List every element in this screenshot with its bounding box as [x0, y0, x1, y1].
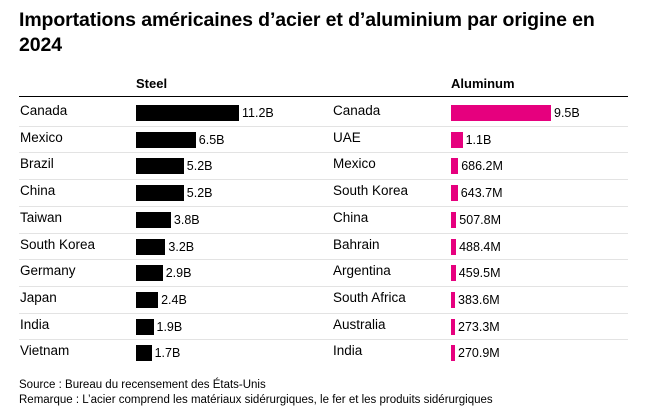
steel-value-label: 3.8B	[173, 212, 200, 227]
steel-country-label: Taiwan	[20, 209, 63, 225]
aluminum-bar	[451, 265, 456, 282]
aluminum-bar	[451, 185, 458, 202]
aluminum-country-label: India	[333, 343, 363, 359]
steel-country-label: China	[20, 183, 56, 199]
steel-bar	[136, 318, 154, 335]
aluminum-country-label: Argentina	[333, 263, 391, 279]
aluminum-country-label: Bahrain	[333, 236, 380, 252]
steel-value-label: 2.9B	[165, 266, 192, 281]
steel-country-label: Mexico	[20, 129, 63, 145]
aluminum-column-header: Aluminum	[451, 76, 515, 91]
aluminum-country-label: South Africa	[333, 289, 406, 305]
source-note: Source : Bureau du recensement des États…	[19, 379, 266, 391]
steel-bar	[136, 345, 152, 362]
row-separator	[19, 259, 628, 261]
steel-bar	[136, 105, 239, 121]
aluminum-bar	[451, 318, 455, 335]
aluminum-bar	[451, 238, 457, 255]
chart-footer: Source : Bureau du recensement des États…	[19, 378, 493, 408]
aluminum-country-label: China	[333, 209, 369, 225]
steel-bar	[136, 185, 184, 202]
aluminum-value-label: 9.5B	[554, 106, 580, 120]
aluminum-value-label: 270.9M	[458, 346, 500, 361]
aluminum-value-label: 686.2M	[461, 159, 503, 174]
steel-country-label: Brazil	[20, 156, 54, 172]
aluminum-country-label: UAE	[333, 129, 361, 145]
steel-country-label: Japan	[20, 289, 57, 305]
aluminum-value-label: 643.7M	[460, 186, 503, 201]
aluminum-bar	[451, 131, 463, 148]
chart-title: Importations américaines d’acier et d’al…	[19, 9, 595, 56]
steel-bar	[136, 238, 166, 255]
steel-value-label: 2.4B	[161, 292, 187, 307]
steel-country-label: Germany	[20, 263, 76, 279]
steel-value-label: 3.2B	[168, 239, 195, 254]
steel-value-label: 11.2B	[242, 106, 274, 120]
row-separator	[19, 285, 628, 287]
steel-value-label: 5.2B	[186, 186, 213, 201]
aluminum-country-label: Mexico	[333, 156, 376, 172]
steel-country-label: Vietnam	[20, 343, 70, 359]
row-separator	[19, 125, 628, 127]
steel-country-label: India	[20, 316, 50, 332]
aluminum-country-label: Canada	[333, 103, 381, 118]
steel-country-label: South Korea	[20, 236, 96, 252]
steel-column-header: Steel	[136, 76, 168, 91]
aluminum-bar	[451, 291, 455, 308]
row-separator	[19, 205, 628, 207]
steel-value-label: 6.5B	[198, 132, 225, 147]
aluminum-bar	[451, 105, 551, 121]
steel-value-label: 1.9B	[156, 319, 183, 334]
aluminum-bar	[451, 345, 455, 362]
remark-note: Remarque : L’acier comprend les matériau…	[19, 394, 493, 406]
aluminum-value-label: 507.8M	[459, 212, 501, 227]
steel-bar	[136, 211, 171, 228]
row-separator	[19, 152, 628, 154]
aluminum-value-label: 459.5M	[458, 266, 501, 281]
aluminum-country-label: Australia	[333, 316, 386, 332]
row-separator	[19, 312, 628, 314]
steel-value-label: 5.2B	[186, 159, 213, 174]
steel-bar	[136, 265, 163, 282]
row-separator	[19, 179, 628, 181]
row-separator	[19, 232, 628, 234]
aluminum-value-label: 488.4M	[459, 239, 501, 254]
steel-bar	[136, 158, 184, 175]
aluminum-bar	[451, 211, 457, 228]
header-rule	[19, 96, 628, 97]
steel-bar	[136, 291, 159, 308]
aluminum-value-label: 1.1B	[465, 132, 492, 147]
aluminum-bar	[451, 158, 459, 175]
aluminum-value-label: 383.6M	[458, 292, 500, 307]
aluminum-value-label: 273.3M	[458, 319, 500, 334]
steel-value-label: 1.7B	[154, 346, 181, 361]
steel-country-label: Canada	[20, 103, 68, 118]
row-separator	[19, 339, 628, 341]
aluminum-country-label: South Korea	[333, 183, 409, 199]
steel-bar	[136, 131, 196, 148]
